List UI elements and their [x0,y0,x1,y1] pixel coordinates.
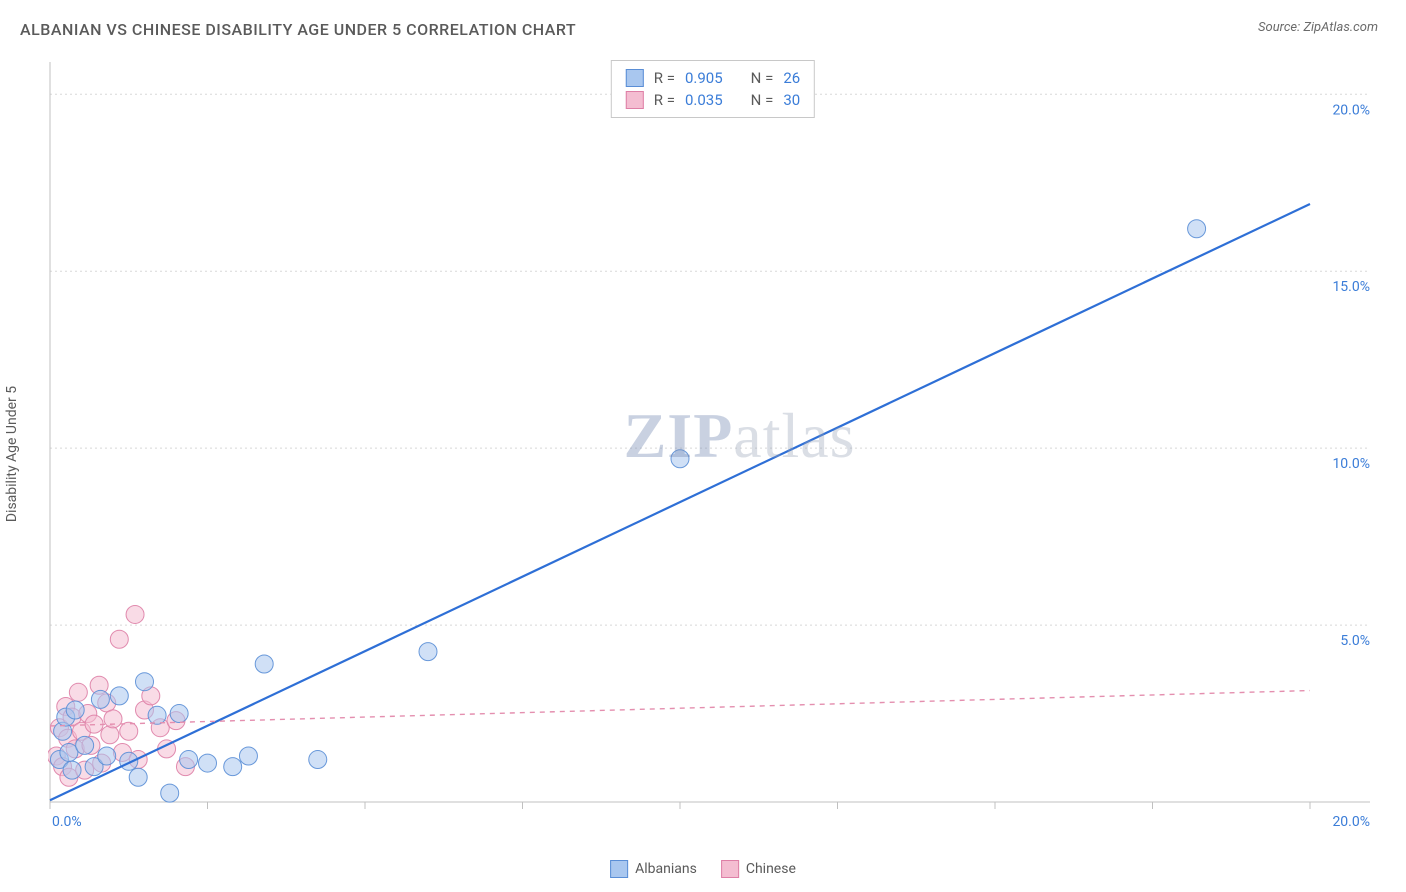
data-point [671,450,689,468]
n-value: 26 [783,69,800,87]
data-point [161,784,179,802]
data-point [101,726,119,744]
y-tick-label: 5.0% [1340,633,1370,649]
chart-area: 5.0%10.0%15.0%20.0%0.0%20.0% ZIPatlas R … [48,60,1378,844]
data-point [309,751,327,769]
source-attribution: Source: ZipAtlas.com [1258,20,1378,35]
data-point [120,722,138,740]
legend-label: Chinese [746,861,796,877]
data-point [419,643,437,661]
data-point [239,747,257,765]
data-point [110,687,128,705]
data-point [255,655,273,673]
data-point [98,747,116,765]
correlation-legend-row: R = 0.905 N = 26 [626,67,800,89]
data-point [136,673,154,691]
legend-item: Albanians [610,860,697,878]
data-point [170,705,188,723]
trend-line [50,691,1310,726]
scatter-chart-svg: 5.0% 10.0% 15.0% 20.0% 0.0% 20.0% [48,60,1378,844]
legend-item: Chinese [721,860,796,878]
legend-label: Albanians [635,861,697,877]
data-point [129,768,147,786]
data-point [224,758,242,776]
r-value: 0.905 [685,69,723,87]
y-tick-label: 10.0% [1332,456,1370,472]
data-point [110,630,128,648]
legend-swatch [721,860,739,878]
data-point [199,754,217,772]
series-legend: Albanians Chinese [610,860,796,878]
y-axis-label: Disability Age Under 5 [4,386,20,522]
r-value: 0.035 [685,91,723,109]
data-point [148,706,166,724]
data-point [1188,220,1206,238]
correlation-legend-row: R = 0.035 N = 30 [626,89,800,111]
data-point [126,605,144,623]
y-tick-label: 20.0% [1332,102,1370,118]
y-tick-label: 15.0% [1332,279,1370,295]
legend-swatch [626,91,644,109]
chart-title: ALBANIAN VS CHINESE DISABILITY AGE UNDER… [20,20,576,39]
n-value: 30 [783,91,800,109]
data-point [76,736,94,754]
legend-swatch [610,860,628,878]
r-label: R = [654,69,675,87]
data-point [63,761,81,779]
data-point [69,683,87,701]
data-point [66,701,84,719]
x-tick-label: 20.0% [1332,814,1370,830]
n-label: N = [751,91,774,109]
x-tick-label: 0.0% [52,814,82,830]
data-point [180,751,198,769]
n-label: N = [751,69,774,87]
data-point [120,752,138,770]
data-point [104,710,122,728]
correlation-legend: R = 0.905 N = 26 R = 0.035 N = 30 [611,60,815,118]
data-point [91,690,109,708]
trend-line [50,204,1310,800]
legend-swatch [626,69,644,87]
r-label: R = [654,91,675,109]
